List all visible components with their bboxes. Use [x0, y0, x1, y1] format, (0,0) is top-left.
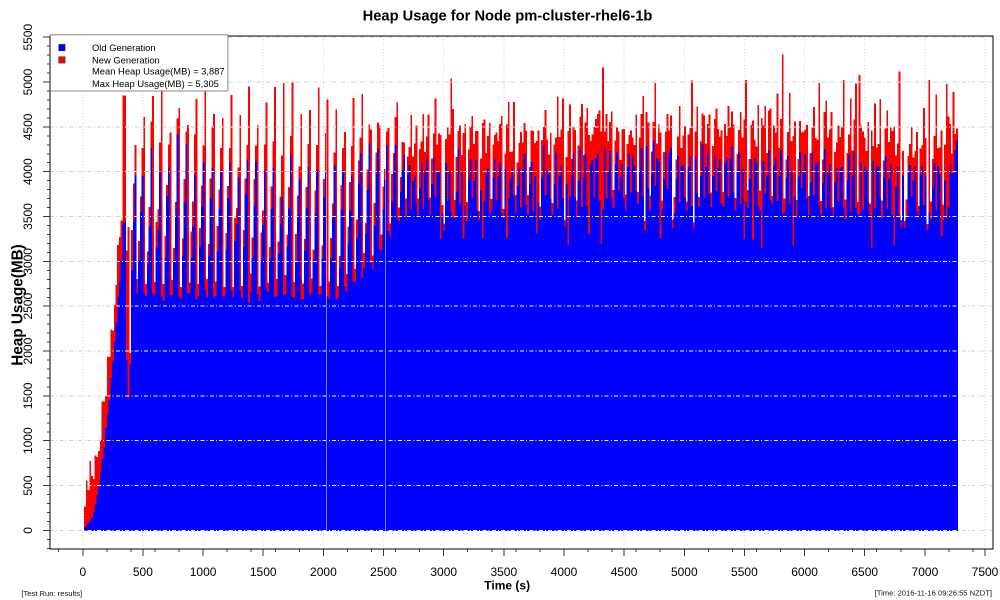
svg-text:5000: 5000	[21, 68, 35, 95]
svg-text:2500: 2500	[21, 293, 35, 320]
svg-text:4500: 4500	[21, 113, 35, 140]
svg-text:3500: 3500	[21, 203, 35, 230]
svg-text:6500: 6500	[851, 565, 878, 579]
svg-text:0: 0	[79, 565, 86, 579]
svg-text:Mean Heap Usage(MB) = 3,887: Mean Heap Usage(MB) = 3,887	[92, 66, 225, 77]
svg-text:5000: 5000	[671, 565, 698, 579]
svg-text:5500: 5500	[731, 565, 758, 579]
svg-text:1500: 1500	[250, 565, 277, 579]
svg-text:[Time: 2016-11-16 09:26:55 NZD: [Time: 2016-11-16 09:26:55 NZDT]	[875, 589, 992, 598]
svg-text:New Generation: New Generation	[92, 54, 160, 65]
svg-text:3000: 3000	[430, 565, 457, 579]
svg-text:Old Generation: Old Generation	[92, 42, 156, 53]
svg-text:0: 0	[21, 527, 35, 534]
svg-text:7500: 7500	[972, 565, 999, 579]
svg-text:2000: 2000	[21, 337, 35, 364]
svg-text:7000: 7000	[912, 565, 939, 579]
svg-text:500: 500	[21, 475, 35, 495]
svg-text:6000: 6000	[791, 565, 818, 579]
svg-text:2000: 2000	[310, 565, 337, 579]
svg-text:3000: 3000	[21, 248, 35, 275]
svg-text:1500: 1500	[21, 382, 35, 409]
svg-text:5500: 5500	[21, 24, 35, 51]
svg-text:4000: 4000	[551, 565, 578, 579]
svg-text:Heap Usage(MB): Heap Usage(MB)	[10, 244, 27, 366]
svg-text:Time (s): Time (s)	[484, 578, 530, 592]
svg-text:Heap Usage for Node pm-cluster: Heap Usage for Node pm-cluster-rhel6-1b	[363, 8, 653, 24]
svg-text:500: 500	[133, 565, 153, 579]
svg-text:[Test Run: results]: [Test Run: results]	[21, 589, 82, 598]
svg-text:Max Heap Usage(MB) = 5,305: Max Heap Usage(MB) = 5,305	[92, 78, 219, 89]
svg-text:1000: 1000	[21, 427, 35, 454]
svg-text:4500: 4500	[611, 565, 638, 579]
svg-text:4000: 4000	[21, 158, 35, 185]
svg-text:3500: 3500	[490, 565, 517, 579]
svg-text:2500: 2500	[370, 565, 397, 579]
svg-text:1000: 1000	[190, 565, 217, 579]
